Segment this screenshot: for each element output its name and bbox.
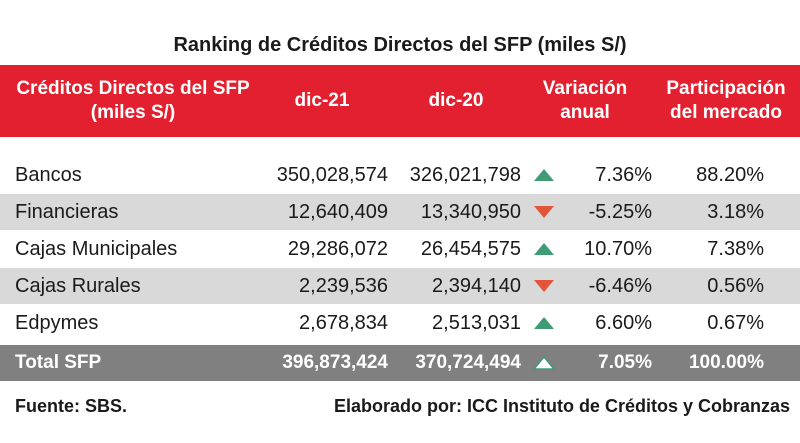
header-credits-column: Créditos Directos del SFP (miles S/) [2,77,264,125]
header-share-line1: Participación [666,78,786,99]
row-share-value: 3.18% [707,201,764,223]
header-dic21: dic-21 [294,90,350,111]
row-dic20-value: 326,021,798 [409,164,521,186]
header-variation-line1: Variación [542,78,628,99]
row-variation-value: 7.36% [595,164,652,186]
row-variation-value: 7.05% [598,352,652,373]
row-dic21-value: 396,873,424 [282,352,388,373]
row-dic21-value: 29,286,072 [287,238,388,260]
row-dic21-value: 350,028,574 [276,164,388,186]
total-row: Total SFP 396,873,424 370,724,494 7.05% 100.… [0,345,800,381]
table-row: Cajas Rurales 2,239,536 2,394,140 -6.46% 0.5… [0,268,800,304]
header-share-line2: del mercado [670,102,782,123]
triangle-up-icon [533,305,555,341]
table-row: Edpymes 2,678,834 2,513,031 6.60% 0.67% [0,305,800,341]
row-dic20-value: 13,340,950 [420,201,521,223]
table-row: Financieras 12,640,409 13,340,950 -5.25% 3.1… [0,194,800,230]
row-variation-value: 6.60% [595,312,652,334]
row-dic20-value: 2,513,031 [432,312,521,334]
row-share-value: 0.56% [707,275,764,297]
triangle-down-icon [533,268,555,304]
header-variation-column: Variación anual [530,77,640,125]
row-dic21-value: 2,239,536 [299,275,388,297]
row-name: Cajas Rurales [15,275,141,297]
source-note: Fuente: SBS. [15,396,128,416]
row-share-value: 100.00% [688,352,764,373]
triangle-up-icon [533,231,555,267]
table-row: Cajas Municipales 29,286,072 26,454,575 10.… [0,231,800,267]
row-variation-value: -5.25% [588,201,652,223]
row-name: Financieras [15,201,119,223]
row-variation-value: -6.46% [588,275,652,297]
triangle-down-icon [533,194,555,230]
credit-note: Elaborado por: ICC Instituto de Créditos… [333,396,790,416]
header-credits-unit: (miles S/) [90,102,176,123]
triangle-up-icon [533,157,555,193]
header-credits-label: Créditos Directos del SFP [16,78,250,99]
row-share-value: 7.38% [707,238,764,260]
row-dic20-value: 26,454,575 [420,238,521,260]
row-dic21-value: 2,678,834 [299,312,388,334]
table-row: Bancos 350,028,574 326,021,798 7.36% 88.20% [0,157,800,193]
row-share-value: 0.67% [707,312,764,334]
row-name: Total SFP [15,352,102,373]
header-variation-line2: anual [560,102,610,123]
row-name: Edpymes [15,312,99,334]
triangle-up-icon [533,345,555,381]
row-variation-value: 10.70% [584,238,652,260]
table-header: Créditos Directos del SFP (miles S/) dic… [0,65,800,137]
row-dic20-value: 370,724,494 [415,352,521,373]
row-name: Bancos [15,164,82,186]
row-share-value: 88.20% [696,164,764,186]
row-dic20-value: 2,394,140 [432,275,521,297]
row-name: Cajas Municipales [15,238,178,260]
header-share-column: Participación del mercado [652,77,800,125]
table-title: Ranking de Créditos Directos del SFP (mi… [173,34,627,56]
header-dic20: dic-20 [428,90,484,111]
row-dic21-value: 12,640,409 [287,201,388,223]
